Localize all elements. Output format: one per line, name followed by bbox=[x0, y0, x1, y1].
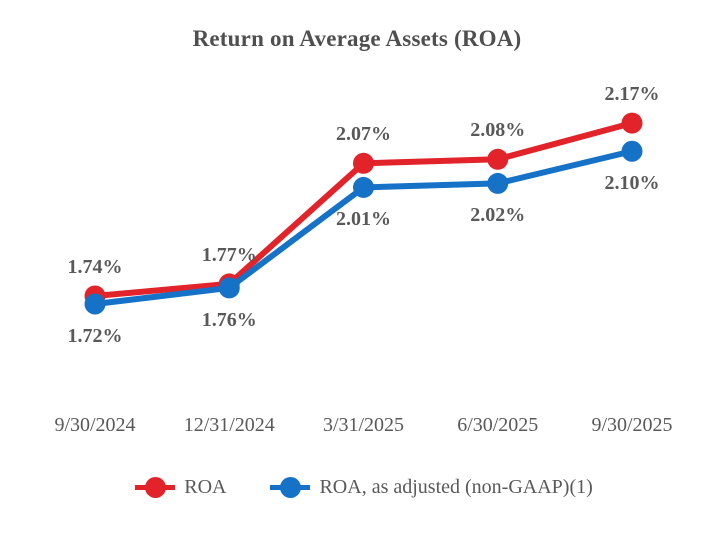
data-point-marker bbox=[353, 176, 374, 198]
legend-item: ROA, as adjusted (non-GAAP)(1) bbox=[270, 475, 593, 499]
data-label: 2.07% bbox=[336, 123, 391, 146]
data-point-marker bbox=[487, 148, 509, 170]
data-label: 2.17% bbox=[604, 83, 660, 106]
data-label: 1.72% bbox=[67, 325, 123, 347]
legend-item: ROA bbox=[135, 476, 226, 499]
chart-title: Return on Average Assets (ROA) bbox=[192, 26, 522, 51]
data-label: 2.02% bbox=[470, 204, 526, 227]
x-axis-label: 12/31/2024 bbox=[183, 414, 275, 436]
legend-marker-icon bbox=[135, 476, 176, 498]
data-point-marker bbox=[487, 172, 509, 194]
data-label: 2.01% bbox=[336, 208, 391, 231]
data-label: 2.10% bbox=[604, 172, 660, 195]
data-point-marker bbox=[84, 293, 106, 315]
legend-marker-icon bbox=[270, 476, 311, 498]
chart-legend: ROA ROA, as adjusted (non-GAAP)(1) bbox=[0, 473, 728, 501]
data-label: 1.77% bbox=[201, 243, 257, 266]
data-point-marker bbox=[621, 140, 643, 162]
data-point-marker bbox=[353, 152, 374, 174]
data-label: 2.08% bbox=[470, 119, 526, 142]
x-axis-label: 9/30/2025 bbox=[591, 414, 673, 436]
x-axis-label: 3/31/2025 bbox=[322, 414, 405, 436]
data-label: 1.76% bbox=[201, 308, 257, 331]
x-axis-label: 9/30/2024 bbox=[54, 414, 136, 436]
x-axis-label: 6/30/2025 bbox=[457, 414, 539, 436]
data-point-marker bbox=[621, 112, 643, 134]
legend-label: ROA, as adjusted (non-GAAP)(1) bbox=[319, 475, 593, 498]
data-label: 1.74% bbox=[67, 255, 123, 278]
data-point-marker bbox=[218, 277, 240, 299]
legend-label: ROA bbox=[184, 475, 227, 498]
